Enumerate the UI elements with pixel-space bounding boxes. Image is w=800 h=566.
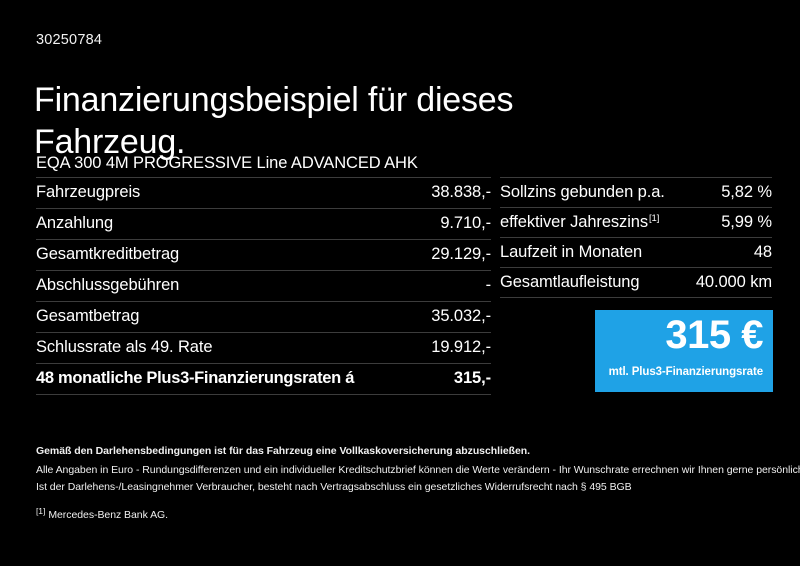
row-label: Schlussrate als 49. Rate [36, 338, 213, 356]
row-value: 29.129,- [431, 245, 491, 263]
row-label: Anzahlung [36, 214, 114, 232]
footnote-marker-icon: [1] [649, 212, 660, 224]
row-value: 38.838,- [431, 183, 491, 201]
monthly-rate-caption: mtl. Plus3-Finanzierungsrate [608, 366, 764, 379]
row-label-text: Sollzins gebunden p.a. [500, 183, 665, 201]
row-label: 48 monatliche Plus3-Finanzierungsraten á [36, 369, 355, 387]
row-label-text: effektiver Jahreszins [500, 213, 648, 231]
page-title: Finanzierungsbeispiel für dieses Fahrzeu… [34, 80, 514, 161]
row-value: 48 [753, 243, 772, 261]
table-row: Schlussrate als 49. Rate 19.912,- [36, 332, 491, 363]
table-row-monthly-rate: 48 monatliche Plus3-Finanzierungsraten á… [36, 363, 491, 395]
row-label: Abschlussgebühren [36, 276, 180, 294]
row-label: Gesamtkreditbetrag [36, 245, 180, 263]
table-row: effektiver Jahreszins[1] 5,99 % [500, 207, 772, 237]
row-value: 5,99 % [721, 213, 772, 231]
row-label: Gesamtlaufleistung [500, 273, 640, 292]
row-value: 9.710,- [440, 214, 491, 232]
table-row: Fahrzeugpreis 38.838,- [36, 177, 491, 208]
row-label: Laufzeit in Monaten [500, 243, 642, 262]
row-value: 315,- [453, 369, 491, 387]
row-value: 19.912,- [431, 338, 491, 356]
table-row: Sollzins gebunden p.a. 5,82 % [500, 177, 772, 207]
row-label: Fahrzeugpreis [36, 183, 141, 201]
table-row: Abschlussgebühren - [36, 270, 491, 301]
table-row: Gesamtkreditbetrag 29.129,- [36, 239, 491, 270]
terms-table: Sollzins gebunden p.a. 5,82 % effektiver… [500, 177, 772, 298]
row-value: 5,82 % [721, 183, 772, 201]
row-label: Gesamtbetrag [36, 307, 140, 325]
row-value: 40.000 km [695, 273, 772, 291]
legal-disclaimer: Gemäß den Darlehensbedingungen ist für d… [36, 443, 800, 524]
row-value: - [485, 276, 492, 294]
monthly-rate-amount: 315 € [665, 313, 763, 357]
row-label-text: Gesamtlaufleistung [500, 273, 640, 291]
row-label: Sollzins gebunden p.a. [500, 183, 665, 202]
table-row: Anzahlung 9.710,- [36, 208, 491, 239]
finance-table: Fahrzeugpreis 38.838,- Anzahlung 9.710,-… [36, 177, 491, 395]
document-id: 30250784 [36, 32, 103, 48]
vehicle-model-name: EQA 300 4M PROGRESSIVE Line ADVANCED AHK [36, 154, 418, 172]
footnote-entry: [1] Mercedes-Benz Bank AG. [36, 505, 776, 524]
footnote-text: Mercedes-Benz Bank AG. [48, 509, 169, 521]
table-row: Laufzeit in Monaten 48 [500, 237, 772, 267]
footnote-marker-icon: [1] [36, 505, 46, 516]
table-row: Gesamtlaufleistung 40.000 km [500, 267, 772, 298]
legal-line-currency: Alle Angaben in Euro - Rundungsdifferenz… [36, 464, 800, 476]
row-value: 35.032,- [431, 307, 491, 325]
row-label: effektiver Jahreszins[1] [500, 213, 659, 232]
legal-line-insurance: Gemäß den Darlehensbedingungen ist für d… [36, 445, 531, 457]
row-label-text: Laufzeit in Monaten [500, 243, 643, 261]
legal-line-withdrawal: Ist der Darlehens-/Leasingnehmer Verbrau… [36, 481, 632, 493]
monthly-rate-highlight-box: 315 € mtl. Plus3-Finanzierungsrate [595, 310, 773, 392]
table-row: Gesamtbetrag 35.032,- [36, 301, 491, 332]
